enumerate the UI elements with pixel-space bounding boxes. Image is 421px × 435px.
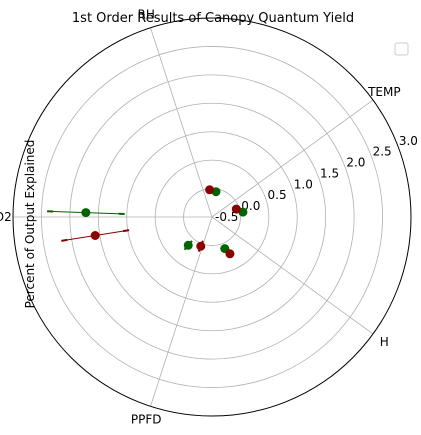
polar-grid [13,27,383,407]
grid-spoke [211,216,374,335]
series-red-point [205,185,215,195]
legend-box [394,42,409,56]
series-red-errorbar-cap [122,229,130,233]
series-red-errorbar-cap [61,238,68,242]
data-marks [47,185,248,259]
polar-spine [12,17,412,417]
category-spoke-labels: TEMP RH CO2 PPFD H [0,7,401,426]
category-label: PPFD [131,413,162,427]
category-label: H [380,335,389,349]
radial-tick-label: 1.0 [294,177,313,191]
series-red-point [231,204,241,214]
series-red-point [196,241,206,251]
radial-tick-label: 1.5 [320,166,339,180]
grid-spoke [211,99,374,218]
category-label: TEMP [367,85,401,99]
radial-tick-label: 3.0 [399,134,418,148]
y-axis-label: Percent of Output Explained [23,140,37,309]
series-green-point [81,208,91,218]
series-red-point [225,249,235,259]
category-label: CO2 [0,210,12,224]
radial-tick-label: -0.5 [215,210,238,224]
radial-tick-label: 2.5 [373,145,392,159]
radial-tick-label: 0.5 [268,188,287,202]
radial-tick-label: 2.0 [346,156,365,170]
grid-spoke [150,27,213,218]
radial-tick-labels: -0.50.00.51.01.52.02.53.0 [215,134,418,224]
series-green-point [183,240,193,250]
series-red-point [90,231,100,241]
category-label: RH [137,7,154,21]
